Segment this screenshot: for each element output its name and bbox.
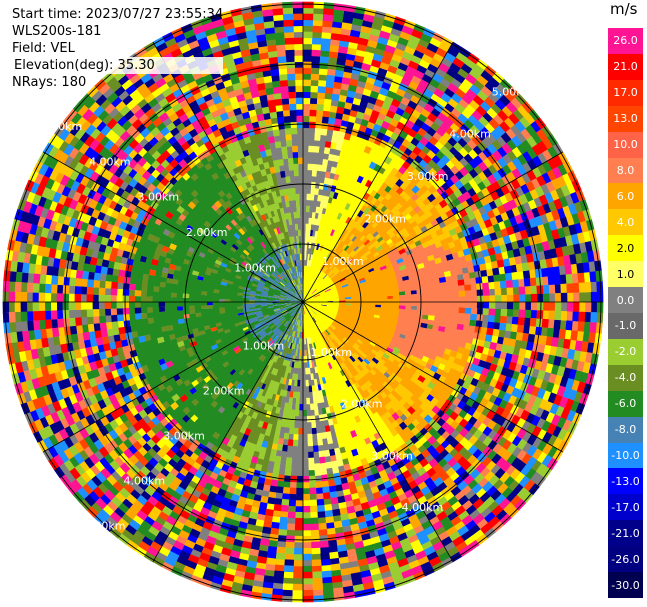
colorbar-label: 0.0 [616,293,635,307]
colorbar-label: 26.0 [613,34,638,48]
range-label: 5.00km [492,85,534,98]
colorbar-tick-13: -4.0 [608,364,643,391]
range-ring [244,243,362,361]
range-ring [124,123,482,481]
range-label: 3.00km [137,191,179,204]
range-label: 4.00km [89,155,131,168]
colorbar-label: 2.0 [616,241,635,255]
range-label: 2.00km [203,384,245,397]
colorbar-label: -8.0 [614,423,637,437]
range-label: 2.00km [341,398,383,411]
range-label: 2.00km [186,226,228,239]
range-ring [4,3,602,601]
colorbar-label: 17.0 [613,86,638,100]
colorbar-tick-10: 0.0 [608,287,643,313]
velocity-field-00008b [2,4,602,597]
velocity-field-4682b4 [242,241,303,362]
colorbar-tick-20: -26.0 [608,546,643,573]
colorbar-label: 6.0 [616,189,635,203]
range-label: 3.00km [407,170,449,183]
colorbar-label: -26.0 [611,552,640,566]
colorbar-tick-4: 10.0 [608,131,643,158]
colorbar-label: -30.0 [611,578,640,592]
azimuth-spoke [152,41,304,303]
colorbar-tick-12: -2.0 [608,338,643,365]
colorbar-tick-6: 6.0 [608,183,643,210]
colorbar-tick-16: -10.0 [608,442,643,469]
velocity-field-ff0000 [3,1,587,603]
velocity-field-000080 [2,13,592,594]
azimuth-spoke [302,151,564,303]
azimuth-spoke [152,301,304,563]
colorbar-label: -10.0 [611,448,640,462]
colorbar-tick-0: 26.0 [608,28,643,54]
colorbar-tick-15: -8.0 [608,416,643,443]
ppi-plot: 1.00km 1.00km 1.00km 1.00km 2.00km 2.00km 2.00… [2,1,604,603]
colorbar-tick-17: -13.0 [608,468,643,495]
colorbar-tick-21: -30.0 [608,572,643,598]
elevation: Elevation(deg): 35.30 [12,57,224,74]
colorbar-label: 13.0 [613,112,638,126]
range-label: 3.00km [163,429,205,442]
range-label: 1.00km [234,262,276,275]
colorbar-tick-9: 1.0 [608,261,643,288]
colorbar-label: -21.0 [611,526,640,540]
range-label: 4.00km [124,474,166,487]
colorbar-label: 21.0 [613,60,638,74]
velocity-field-ffa500 [9,3,603,595]
scan-info: Start time: 2023/07/27 23:55:34 WLS200s-… [12,6,224,91]
range-ring [184,183,422,421]
colorbar-label: -2.0 [614,345,637,359]
range-label: 5.00km [41,120,83,133]
colorbar-tick-19: -21.0 [608,520,643,547]
azimuth-spoke [302,301,564,453]
nrays: NRays: 180 [12,75,87,90]
colorbar-label: 4.0 [616,215,635,229]
colorbar-label: 1.0 [616,267,635,281]
range-label: 3.00km [371,449,413,462]
azimuth-spoke [302,41,454,303]
range-label: 4.00km [449,128,491,141]
velocity-field-9acd32 [10,7,599,593]
colorbar-label: -6.0 [614,397,637,411]
azimuth-spoke [42,151,304,303]
colorbar-tick-3: 13.0 [608,105,643,132]
velocity-field-228b22 [15,1,604,602]
colorbar: 26.0 21.0 17.0 13.0 10.0 8.0 6.0 4.0 2.0 1.0 0.0 -1… [608,28,643,598]
colorbar-tick-14: -6.0 [608,390,643,417]
velocity-field-ffff66 [304,128,346,476]
start-time: Start time: 2023/07/27 23:55:34 [12,7,224,22]
range-label: 4.00km [402,501,444,514]
range-label: 1.00km [243,339,285,352]
colorbar-label: 8.0 [616,163,635,177]
velocity-field-ff1493 [2,1,597,600]
colorbar-tick-8: 2.0 [608,235,643,262]
colorbar-tick-5: 8.0 [608,157,643,184]
range-label: 5.00km [84,519,126,532]
instrument-name: WLS200s-181 [12,24,102,39]
colorbar-label: -17.0 [611,500,640,514]
range-label: 1.00km [322,255,364,268]
colorbar-label: -1.0 [614,319,637,333]
azimuth-spoke [42,301,304,453]
colorbar-label: 10.0 [613,138,638,152]
colorbar-tick-7: 4.0 [608,209,643,236]
colorbar-unit: m/s [610,0,638,18]
range-ring [64,63,542,541]
range-label: 1.00km [310,346,352,359]
colorbar-tick-11: -1.0 [608,313,643,339]
azimuth-spoke [302,301,454,563]
field-name: Field: VEL [12,41,75,56]
colorbar-tick-2: 17.0 [608,79,643,106]
colorbar-tick-1: 21.0 [608,53,643,80]
colorbar-label: -4.0 [614,371,637,385]
colorbar-tick-18: -17.0 [608,494,643,521]
range-label: 2.00km [364,213,406,226]
velocity-field-1e90ff [3,13,598,603]
colorbar-label: -13.0 [611,474,640,488]
